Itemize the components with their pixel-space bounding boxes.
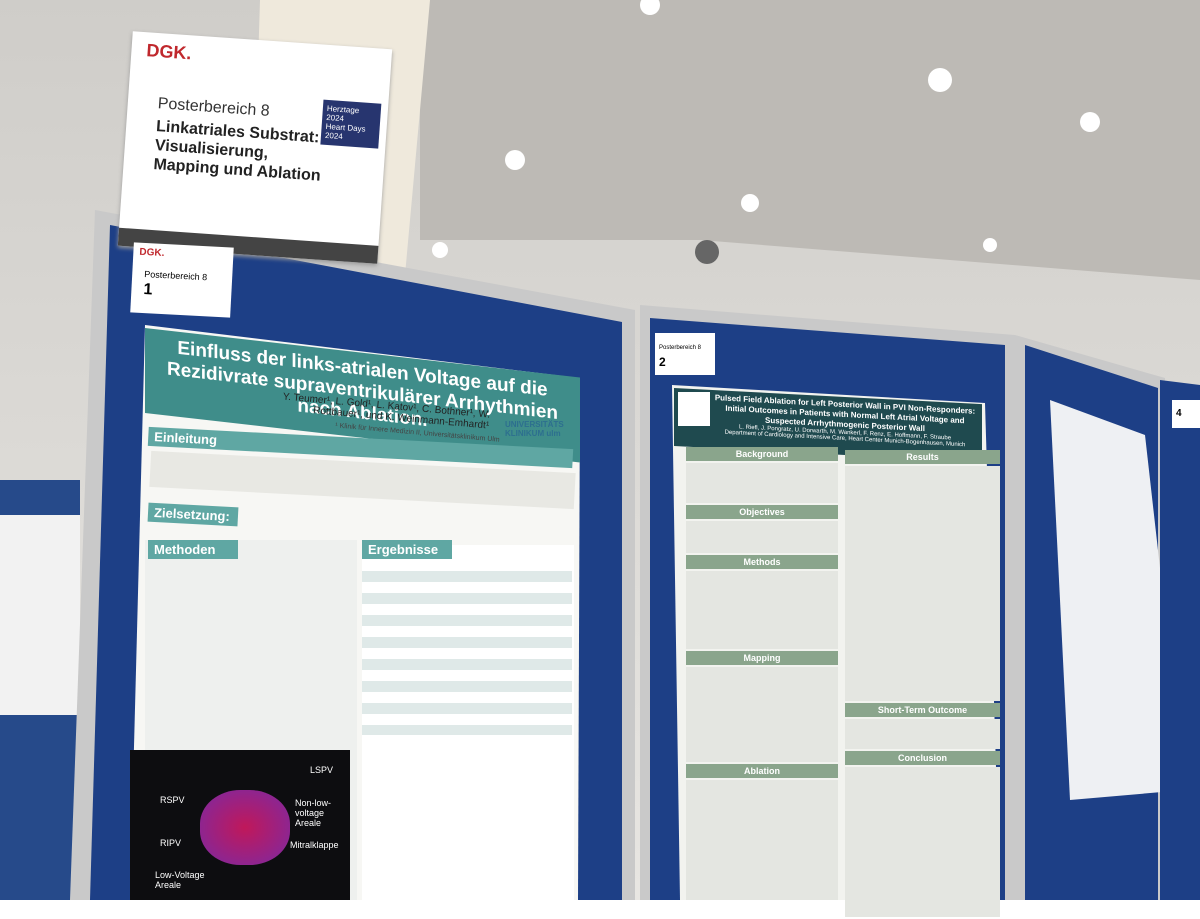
image-label: RIPV xyxy=(160,838,182,848)
label-1: DGK. Posterbereich 8 1 xyxy=(130,242,234,318)
text-block xyxy=(845,719,1000,749)
image-label: Low-Voltage Areale xyxy=(155,870,205,890)
image-label: LSPV xyxy=(310,765,334,775)
sign-title: Linkatriales Substrat: Visualisierung, M… xyxy=(152,118,322,185)
text-block xyxy=(845,767,1000,917)
section-heading: Short-Term Outcome xyxy=(845,703,1000,717)
section-heading: Methods xyxy=(686,555,838,569)
section-heading: Background xyxy=(686,447,838,461)
section-heading: Mapping xyxy=(686,651,838,665)
section-heading: Conclusion xyxy=(845,751,1000,765)
label-brand: DGK. xyxy=(139,246,165,260)
image-label: RSPV xyxy=(160,795,185,805)
section-heading: Ergebnisse xyxy=(362,540,452,559)
sign: DGK. Herztage 2024 Heart Days 2024 Poste… xyxy=(117,31,393,264)
mapping-images xyxy=(686,667,838,762)
camera xyxy=(695,240,719,264)
poster-3 xyxy=(1050,400,1185,800)
poster-2-right: Results Short-Term Outcome Conclusion xyxy=(845,450,1000,919)
label-area: Posterbereich 8 xyxy=(659,345,702,351)
sign-area: Posterbereich 8 xyxy=(157,95,271,120)
poster-2-left: Background Objectives Methods Mapping Ab… xyxy=(686,447,838,902)
poster-1-logo: UNIVERSITÄTS KLINIKUM ulm xyxy=(505,420,564,438)
ceiling-panels xyxy=(420,0,1200,280)
board-4 xyxy=(1160,380,1200,900)
event-en: Heart Days 2024 xyxy=(324,121,366,142)
text-block xyxy=(686,463,838,503)
logo xyxy=(678,392,710,426)
image-label: Mitralklappe xyxy=(290,840,339,850)
mapping-image: LSPV RSPV RIPV Non-low-voltage Areale Mi… xyxy=(130,750,350,900)
label-area: Posterbereich 8 xyxy=(143,269,208,283)
text-block xyxy=(686,521,838,553)
sign-brand: DGK. xyxy=(145,40,193,64)
results-table xyxy=(362,560,572,735)
section-heading: Objectives xyxy=(686,505,838,519)
label-number: 1 xyxy=(143,281,153,299)
label-2: Posterbereich 8 2 xyxy=(655,333,715,375)
results-table xyxy=(845,466,1000,701)
section-heading: Ablation xyxy=(686,764,838,778)
image-label: Non-low-voltage Areale xyxy=(295,798,332,828)
label-number: 2 xyxy=(659,355,666,369)
atrium-map xyxy=(200,790,290,865)
text-block xyxy=(686,571,838,649)
section-heading: Results xyxy=(845,450,1000,464)
section-heading: Methoden xyxy=(148,540,238,559)
text-block xyxy=(686,780,838,900)
label-4: 4 xyxy=(1172,400,1200,428)
far-poster xyxy=(0,515,80,715)
